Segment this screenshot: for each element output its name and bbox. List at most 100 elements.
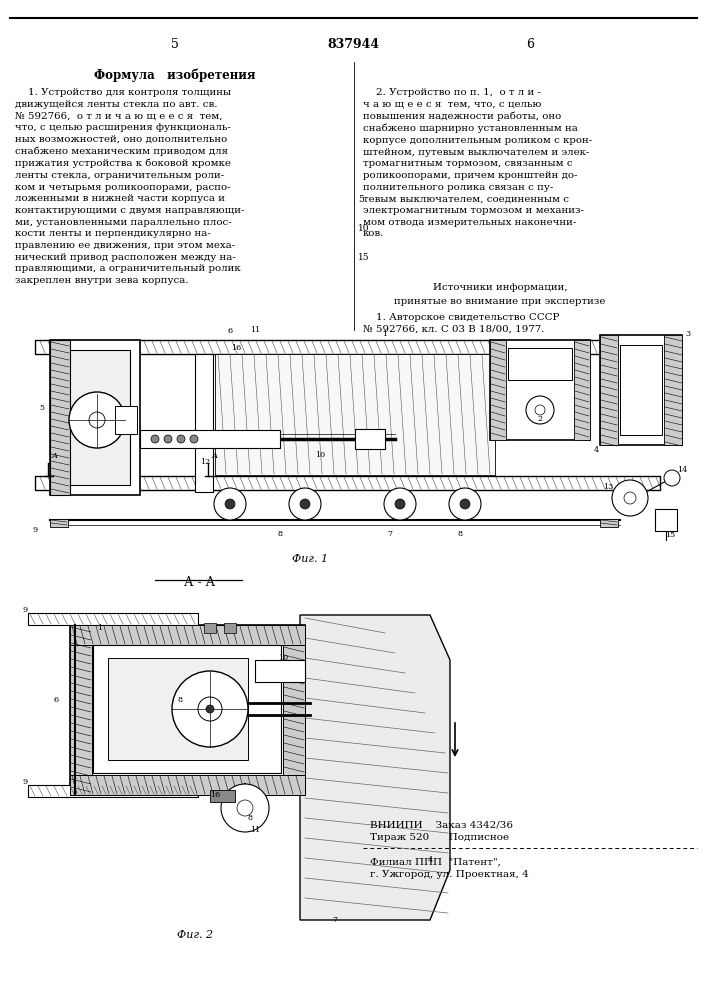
Bar	[664, 335, 682, 445]
Text: 4: 4	[428, 856, 433, 864]
Circle shape	[177, 435, 185, 443]
Text: Фиг. 1: Фиг. 1	[292, 554, 328, 564]
Text: 8: 8	[177, 696, 182, 704]
Text: принятые во внимание при экспертизе: принятые во внимание при экспертизе	[395, 297, 606, 306]
Bar	[35, 476, 660, 490]
Bar	[600, 335, 618, 445]
Text: 16: 16	[231, 344, 241, 352]
Text: 16: 16	[210, 791, 220, 799]
Circle shape	[624, 492, 636, 504]
Text: 1: 1	[382, 330, 387, 338]
Text: 1. Устройство для контроля толщины
движущейся ленты стекла по авт. св.
№ 592766,: 1. Устройство для контроля толщины движу…	[15, 88, 245, 285]
Bar	[490, 340, 506, 440]
Bar	[490, 340, 590, 440]
Bar	[255, 660, 305, 682]
Circle shape	[190, 435, 198, 443]
Text: 10: 10	[278, 654, 288, 662]
Text: ВНИИПИ    Заказ 4342/36
Тираж 520      Подписное: ВНИИПИ Заказ 4342/36 Тираж 520 Подписное	[370, 820, 513, 842]
Text: A: A	[52, 452, 58, 460]
Text: 2: 2	[537, 415, 542, 423]
Bar	[508, 348, 572, 380]
Bar	[93, 645, 281, 773]
Text: 4: 4	[593, 446, 599, 454]
Bar	[600, 335, 682, 445]
Circle shape	[69, 392, 125, 448]
Text: 9: 9	[33, 526, 37, 534]
Text: 6: 6	[526, 38, 534, 51]
Bar	[620, 345, 662, 435]
Bar	[50, 340, 140, 495]
Circle shape	[449, 488, 481, 520]
Bar	[355, 429, 385, 449]
Bar	[115, 406, 137, 434]
Circle shape	[384, 488, 416, 520]
Bar	[28, 613, 198, 625]
Bar	[224, 623, 236, 633]
Bar	[108, 658, 248, 760]
Circle shape	[289, 488, 321, 520]
Circle shape	[89, 412, 105, 428]
Text: 14: 14	[677, 466, 687, 474]
Text: 9: 9	[23, 778, 28, 786]
Bar	[70, 775, 305, 795]
Text: 8: 8	[247, 814, 252, 822]
Circle shape	[164, 435, 172, 443]
Text: 11: 11	[250, 326, 260, 334]
Circle shape	[612, 480, 648, 516]
Text: 6: 6	[228, 327, 233, 335]
Text: 7: 7	[387, 530, 392, 538]
Text: 13: 13	[603, 483, 613, 491]
Text: 10: 10	[315, 451, 325, 459]
Text: 15: 15	[665, 531, 675, 539]
Bar	[655, 509, 677, 531]
Bar	[210, 790, 235, 802]
Text: 1. Авторское свидетельство СССР
№ 592766, кл. С 03 В 18/00, 1977.: 1. Авторское свидетельство СССР № 592766…	[363, 313, 559, 334]
Circle shape	[664, 470, 680, 486]
Text: А - А: А - А	[185, 576, 216, 589]
Text: 5: 5	[358, 195, 364, 204]
Bar	[215, 354, 495, 475]
Bar	[60, 350, 130, 485]
Text: 5: 5	[171, 38, 179, 51]
Circle shape	[526, 396, 554, 424]
Text: 8: 8	[457, 530, 462, 538]
Circle shape	[460, 499, 470, 509]
Text: Формула   изобретения: Формула изобретения	[94, 68, 256, 82]
Text: 11: 11	[250, 826, 260, 834]
Text: Фиг. 2: Фиг. 2	[177, 930, 213, 940]
Circle shape	[151, 435, 159, 443]
Circle shape	[206, 705, 214, 713]
Text: 6: 6	[54, 696, 59, 704]
Text: 1: 1	[98, 624, 103, 632]
Circle shape	[225, 499, 235, 509]
Polygon shape	[300, 615, 450, 920]
Text: 3: 3	[686, 330, 691, 338]
Text: 12: 12	[200, 458, 210, 466]
Text: Источники информации,: Источники информации,	[433, 283, 567, 292]
Bar	[50, 340, 70, 495]
Text: 837944: 837944	[327, 38, 379, 51]
Bar	[600, 519, 618, 527]
Text: 5: 5	[40, 404, 45, 412]
Circle shape	[535, 405, 545, 415]
Text: 8: 8	[278, 530, 283, 538]
Bar	[28, 785, 198, 797]
Bar	[195, 354, 213, 492]
Bar	[35, 340, 660, 354]
Bar	[70, 625, 305, 645]
Bar	[50, 519, 68, 527]
Circle shape	[237, 800, 253, 816]
Text: Филиал ППП  "Патент",
г. Ужгород, ул. Проектная, 4: Филиал ППП "Патент", г. Ужгород, ул. Про…	[370, 858, 529, 879]
Text: 10: 10	[358, 224, 370, 233]
Bar	[283, 645, 305, 775]
Circle shape	[221, 784, 269, 832]
Bar	[70, 625, 92, 795]
Text: 2. Устройство по п. 1,  о т л и -
ч а ю щ е е с я  тем, что, с целью
повышения н: 2. Устройство по п. 1, о т л и - ч а ю щ…	[363, 88, 592, 238]
Bar	[204, 623, 216, 633]
Circle shape	[198, 697, 222, 721]
Text: 7: 7	[332, 916, 337, 924]
Text: 9: 9	[23, 606, 28, 614]
Circle shape	[214, 488, 246, 520]
Bar	[70, 625, 305, 795]
Bar	[574, 340, 590, 440]
